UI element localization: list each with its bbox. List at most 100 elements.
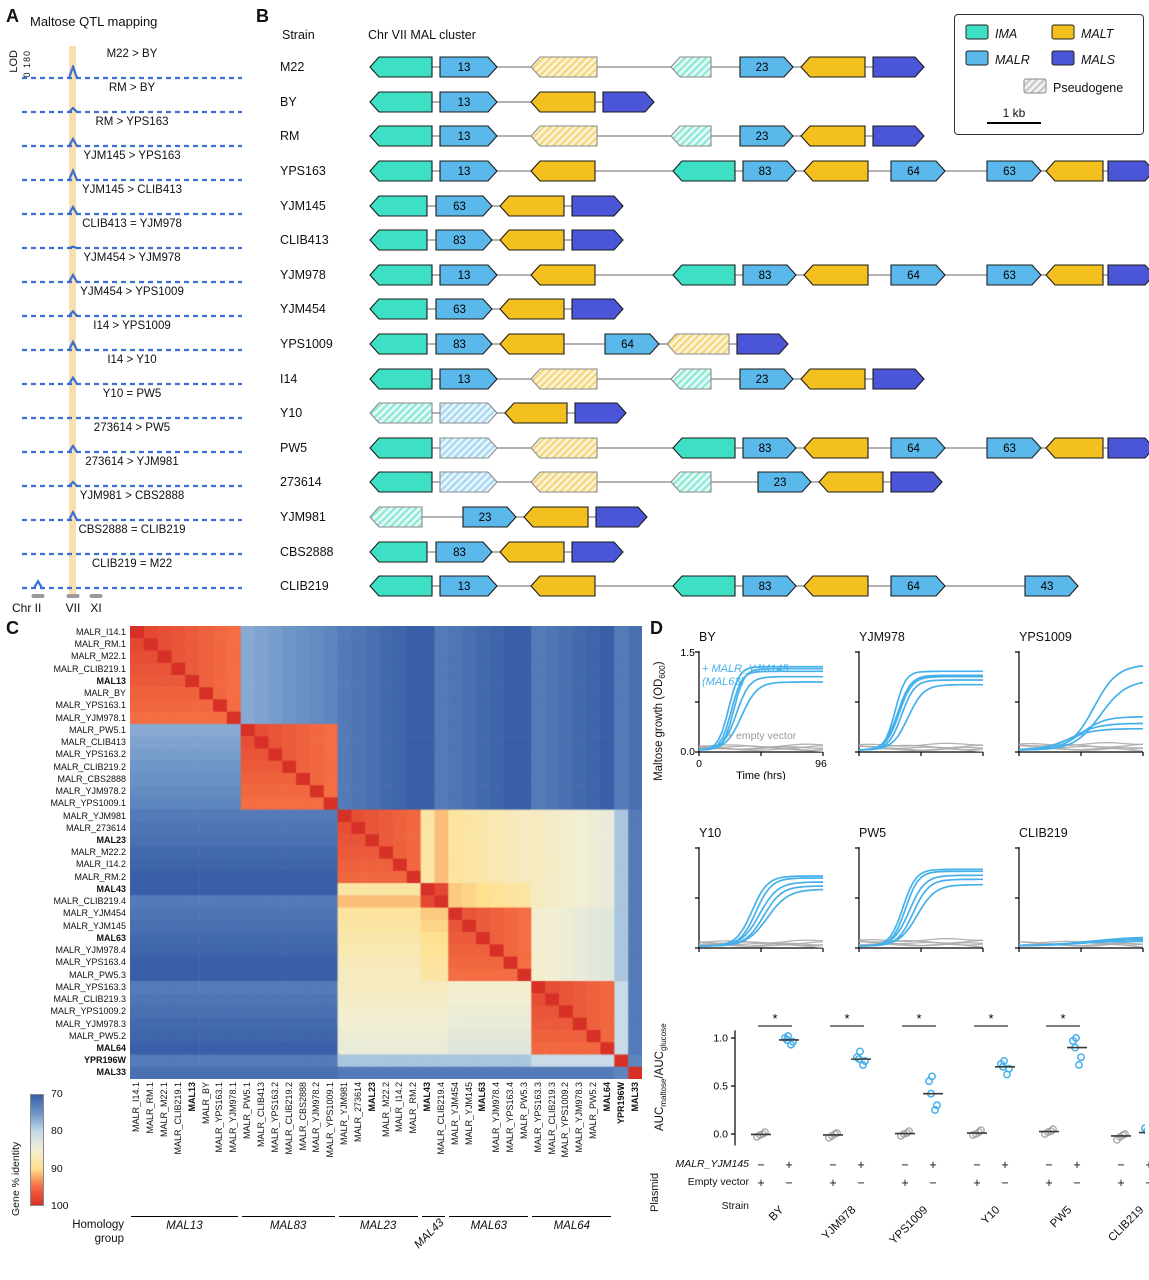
heatmap-row-label: MALR_PW5.2 <box>68 1030 126 1041</box>
pseudogene-swatch <box>1023 78 1047 97</box>
qtl-cross-row: YJM145 > YPS163 <box>6 150 254 184</box>
strain-name: CLIB219 <box>280 579 329 594</box>
legend-label-ima: IMA <box>995 26 1018 41</box>
colorbar-gradient <box>30 1094 44 1206</box>
gene-mals <box>872 56 925 78</box>
empty-vector-minus: − <box>1144 1176 1149 1190</box>
svg-text:0.0: 0.0 <box>680 746 695 758</box>
gene-malr <box>890 437 946 459</box>
panel-d-letter: D <box>650 618 663 638</box>
mal-cluster-diagram: 83 <box>369 541 624 563</box>
svg-text:23: 23 <box>756 62 769 74</box>
plasmid-plus: + <box>1001 1158 1009 1172</box>
svg-text:63: 63 <box>1003 166 1016 178</box>
gene-malt <box>1045 264 1104 286</box>
auc-group-clib219 <box>1111 1124 1149 1144</box>
gene-ima <box>369 298 428 321</box>
qtl-cross-row: YJM981 > CBS2888 <box>6 490 254 524</box>
qtl-cross-row: CLIB219 = M22 <box>6 558 254 592</box>
svg-text:64: 64 <box>907 443 920 455</box>
mal-cluster-diagram: 63 <box>369 195 624 217</box>
chr-axis: Chr II VII XI <box>6 594 254 620</box>
strain-name: CBS2888 <box>280 544 334 559</box>
heatmap-row-label: MAL63 <box>96 932 126 943</box>
strain-cluster-row: CLIB219 13 83 64 43 <box>280 569 1149 604</box>
heatmap-row-label: MALR_CLIB219.4 <box>53 896 126 907</box>
strain-cluster-row: YPS1009 83 64 <box>280 327 1149 362</box>
auc-group-by: * <box>751 1011 799 1141</box>
plasmid-minus: − <box>829 1158 837 1172</box>
qtl-cross-label: YJM454 > YJM978 <box>83 252 181 264</box>
mal-cluster-diagram: 83 64 63 <box>369 437 1149 459</box>
strain-cluster-row: 273614 23 <box>280 465 1149 500</box>
heatmap-col-label: YPR196W <box>615 1082 626 1125</box>
strain-name: Y10 <box>280 406 303 421</box>
heatmap-row-label: YPR196W <box>83 1055 126 1066</box>
gene-malt <box>803 575 869 597</box>
gene-ima <box>369 160 433 182</box>
gene-ima <box>369 125 433 148</box>
gene-ima-pseudogene <box>670 56 712 78</box>
heatmap-col-label: MALR_YJM454 <box>449 1082 460 1146</box>
gene-malr <box>435 298 493 321</box>
empty-vector-minus: − <box>785 1176 793 1190</box>
legend-label-malt: MALT <box>1081 26 1114 41</box>
svg-text:13: 13 <box>458 166 471 178</box>
chr-tick-mark <box>89 594 103 598</box>
svg-text:0.0: 0.0 <box>713 1129 728 1141</box>
heatmap-col-label: MALR_YPS1009.2 <box>560 1082 571 1158</box>
mal-cluster-diagram: 13 23 <box>369 56 925 78</box>
growth-subplot-title: BY <box>699 630 716 644</box>
gene-ima-pseudogene <box>369 402 433 424</box>
gene-malr <box>435 333 493 355</box>
heatmap-row-label: MALR_YPS163.4 <box>55 957 126 968</box>
auc-label-sub1: maltose <box>659 1078 669 1107</box>
plasmid-plus: + <box>785 1158 793 1172</box>
qtl-cross-label: YJM981 > CBS2888 <box>79 490 185 502</box>
plasmid-curves <box>858 868 983 947</box>
gene-mals <box>1107 264 1149 286</box>
significance-asterisk: * <box>1060 1011 1065 1026</box>
legend-item-pseudogene: Pseudogene <box>1023 78 1133 97</box>
gene-malr-pseudogene <box>439 437 498 459</box>
mal-cluster-diagram: 13 83 64 63 <box>369 264 1149 286</box>
qtl-cross-row: I14 > YPS1009 <box>6 320 254 354</box>
heatmap-col-label: MAL13 <box>186 1082 197 1112</box>
qtl-lod-trace <box>22 480 242 488</box>
strain-name: YJM978 <box>280 267 326 282</box>
growth-subplot-yps1009: YPS1009 <box>995 630 1147 785</box>
gene-malt <box>530 91 596 113</box>
svg-text:1.0: 1.0 <box>713 1033 728 1045</box>
panel-b-mal-clusters: B Strain Chr VII MAL cluster M22 13 23 BY 13… <box>256 6 1149 618</box>
gene-malr <box>435 229 493 251</box>
chr-tick-mark <box>31 594 45 598</box>
heatmap-col-label: MALR_BY <box>200 1082 211 1125</box>
gene-ima <box>672 575 736 597</box>
homology-group-label: MAL13 <box>166 1220 203 1232</box>
auc-group-yps1009: * <box>895 1011 943 1140</box>
growth-curves <box>855 651 984 756</box>
svg-text:(MAL63): (MAL63) <box>702 676 745 688</box>
svg-text:83: 83 <box>759 581 772 593</box>
gene-ima <box>369 264 433 286</box>
gene-mals <box>872 125 925 148</box>
gene-mals <box>571 298 624 321</box>
gene-malr <box>739 56 794 78</box>
heatmap-col-label: MALR_RM.1 <box>145 1082 156 1134</box>
legend-label-pseudogene: Pseudogene <box>1053 80 1124 95</box>
growth-curves <box>855 847 984 952</box>
strain-name: BY <box>280 94 297 109</box>
legend-item-mals: MALS <box>1051 50 1133 69</box>
gene-malr <box>742 264 797 286</box>
gene-malt <box>530 264 596 286</box>
homology-group-label: MAL43 <box>412 1216 447 1252</box>
gene-ima-pseudogene <box>369 506 423 528</box>
svg-text:64: 64 <box>907 581 920 593</box>
qtl-cross-label: Y10 = PW5 <box>102 388 162 400</box>
gene-malr <box>604 333 660 355</box>
heatmap-col-label: MALR_PW5.1 <box>242 1082 253 1140</box>
heatmap-col-label: MALR_YPS163.2 <box>269 1082 280 1153</box>
plasmid-curves <box>858 670 983 751</box>
heatmap-row-label: MALR_CLIB219.1 <box>53 663 126 674</box>
gene-malt <box>800 368 866 390</box>
